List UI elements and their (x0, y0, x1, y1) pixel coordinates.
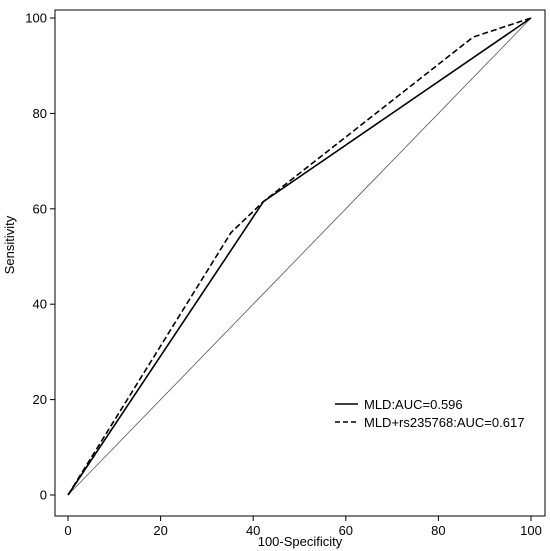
x-tick-label: 80 (431, 523, 445, 538)
y-tick-label: 40 (33, 297, 47, 312)
y-axis-title: Sensitivity (2, 215, 17, 274)
plot-area (67, 17, 532, 496)
y-tick-label: 60 (33, 201, 47, 216)
series-line-dashed (67, 17, 532, 496)
legend: MLD:AUC=0.596 MLD+rs235768:AUC=0.617 (335, 397, 524, 430)
legend-label-solid: MLD:AUC=0.596 (364, 397, 463, 412)
y-tick-label: 20 (33, 392, 47, 407)
plot-frame (54, 9, 546, 517)
x-axis: 0 20 40 60 80 100 (64, 516, 542, 538)
reference-diagonal (67, 17, 532, 496)
x-tick-label: 0 (64, 523, 71, 538)
x-tick-label: 40 (246, 523, 260, 538)
y-tick-label: 0 (40, 488, 47, 503)
x-tick-label: 20 (153, 523, 167, 538)
x-tick-label: 100 (520, 523, 542, 538)
y-axis: 0 20 40 60 80 100 (25, 11, 55, 503)
y-tick-label: 80 (33, 106, 47, 121)
legend-label-dashed: MLD+rs235768:AUC=0.617 (364, 415, 524, 430)
y-tick-label: 100 (25, 11, 47, 26)
x-axis-title: 100-Specificity (258, 534, 343, 549)
x-tick-label: 60 (339, 523, 353, 538)
